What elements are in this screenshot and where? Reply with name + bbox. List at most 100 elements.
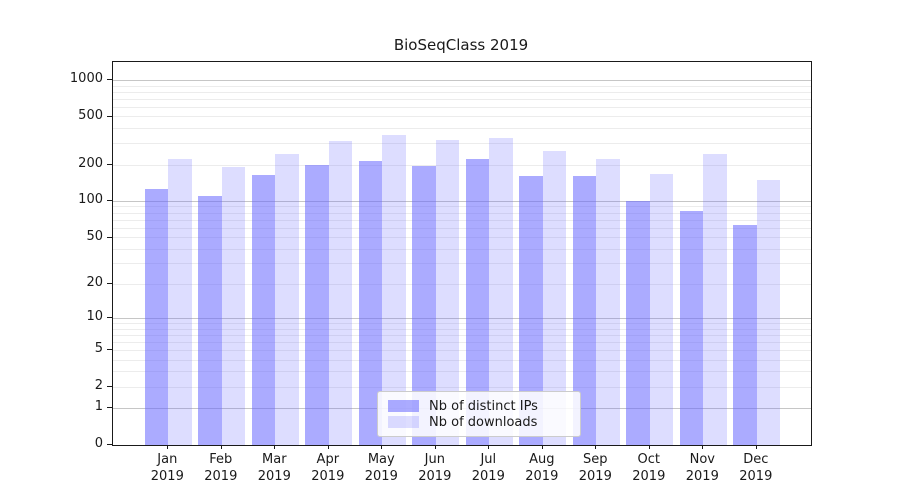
x-tick-label-apr: Apr 2019 [311,452,345,484]
y-tick-label-1000: 1000 [69,71,103,87]
y-tick-label-0: 0 [94,436,103,451]
gridline-900 [113,85,811,87]
plot-area [112,61,812,446]
x-tick-mark-dec [755,445,757,449]
y-tick-mark-100 [107,200,112,202]
x-tick-mark-oct [648,445,650,449]
bar-jun-distinct-ips [412,166,436,445]
y-tick-label-1: 1 [94,399,103,415]
y-tick-label-200: 200 [78,156,103,172]
x-tick-label-oct: Oct 2019 [632,452,666,484]
gridline-500 [113,116,811,118]
gridline-10 [113,317,811,319]
x-tick-mark-sep [595,445,597,449]
x-tick-label-feb: Feb 2019 [204,452,238,484]
gridline-30 [113,263,811,265]
bar-dec-distinct-ips [733,224,757,445]
x-tick-mark-jul [488,445,490,449]
bar-may-downloads [382,134,406,445]
bar-dec-downloads [756,179,781,445]
y-tick-mark-20 [107,283,112,285]
x-tick-mark-apr [327,445,329,449]
bar-nov-distinct-ips [679,210,704,445]
bar-jul-downloads [489,138,513,445]
x-tick-mark-mar [274,445,276,449]
bar-oct-distinct-ips [626,200,650,445]
gridline-2 [113,386,811,388]
y-tick-mark-5 [107,349,112,351]
chart-title: BioSeqClass 2019 [393,36,529,54]
y-tick-label-100: 100 [78,192,103,208]
gridline-9 [113,323,811,324]
y-tick-mark-50 [107,236,112,238]
gridline-800 [113,91,811,93]
bar-apr-distinct-ips [305,164,329,445]
y-tick-label-50: 50 [86,228,103,244]
y-tick-label-10: 10 [86,309,103,325]
y-tick-mark-500 [107,115,112,117]
gridline-80 [113,212,811,214]
legend-item-downloads: Nb of downloads [388,414,570,430]
gridline-200 [113,164,811,166]
bar-nov-downloads [703,153,727,445]
bar-feb-distinct-ips [198,196,222,445]
x-tick-mark-feb [220,445,222,449]
gridline-20 [113,283,811,285]
bar-aug-downloads [542,150,567,445]
x-tick-mark-nov [702,445,704,449]
y-tick-label-2: 2 [94,378,103,394]
x-tick-label-aug: Aug 2019 [525,452,559,484]
bar-sep-distinct-ips [572,175,597,445]
x-tick-label-mar: Mar 2019 [257,452,291,484]
bar-oct-downloads [649,173,674,445]
gridline-8 [113,328,811,330]
gridline-70 [113,219,811,221]
x-tick-mark-jun [434,445,436,449]
gridline-6 [113,341,811,343]
y-tick-label-500: 500 [78,107,103,123]
gridline-7 [113,334,811,336]
y-tick-label-5: 5 [94,341,103,357]
gridline-3 [113,371,811,373]
gridline-90 [113,206,811,208]
bar-jun-downloads [435,140,460,445]
bar-mar-distinct-ips [251,174,276,445]
x-tick-label-sep: Sep 2019 [578,452,612,484]
legend-item-distinct-ips: Nb of distinct IPs [388,398,570,414]
bar-feb-downloads [221,167,246,445]
bar-jan-distinct-ips [144,189,169,445]
legend-label-distinct-ips: Nb of distinct IPs [429,398,538,414]
x-tick-label-jul: Jul 2019 [471,452,505,484]
legend-swatch-distinct-ips [388,400,419,412]
bar-sep-downloads [596,158,620,445]
bar-mar-downloads [275,153,299,445]
gridline-600 [113,106,811,108]
y-tick-mark-200 [107,164,112,166]
bar-jan-downloads [168,158,192,445]
bar-jul-distinct-ips [465,159,490,445]
x-tick-mark-aug [541,445,543,449]
gridline-4 [113,359,811,361]
legend-label-downloads: Nb of downloads [429,414,538,430]
legend-swatch-downloads [388,416,419,428]
x-tick-label-nov: Nov 2019 [685,452,719,484]
y-tick-mark-2 [107,386,112,388]
gridline-60 [113,227,811,229]
gridline-50 [113,237,811,239]
x-tick-label-jun: Jun 2019 [418,452,452,484]
y-tick-mark-1000 [107,79,112,81]
x-tick-mark-jan [167,445,169,449]
gridline-300 [113,143,811,145]
x-tick-mark-may [381,445,383,449]
legend: Nb of distinct IPs Nb of downloads [377,391,581,437]
gridline-700 [113,98,811,100]
gridline-40 [113,248,811,250]
x-tick-label-dec: Dec 2019 [739,452,773,484]
x-tick-label-jan: Jan 2019 [150,452,184,484]
bar-may-distinct-ips [358,161,383,445]
x-tick-label-may: May 2019 [364,452,398,484]
bar-apr-downloads [328,140,353,445]
y-tick-mark-10 [107,317,112,319]
gridline-5 [113,349,811,351]
